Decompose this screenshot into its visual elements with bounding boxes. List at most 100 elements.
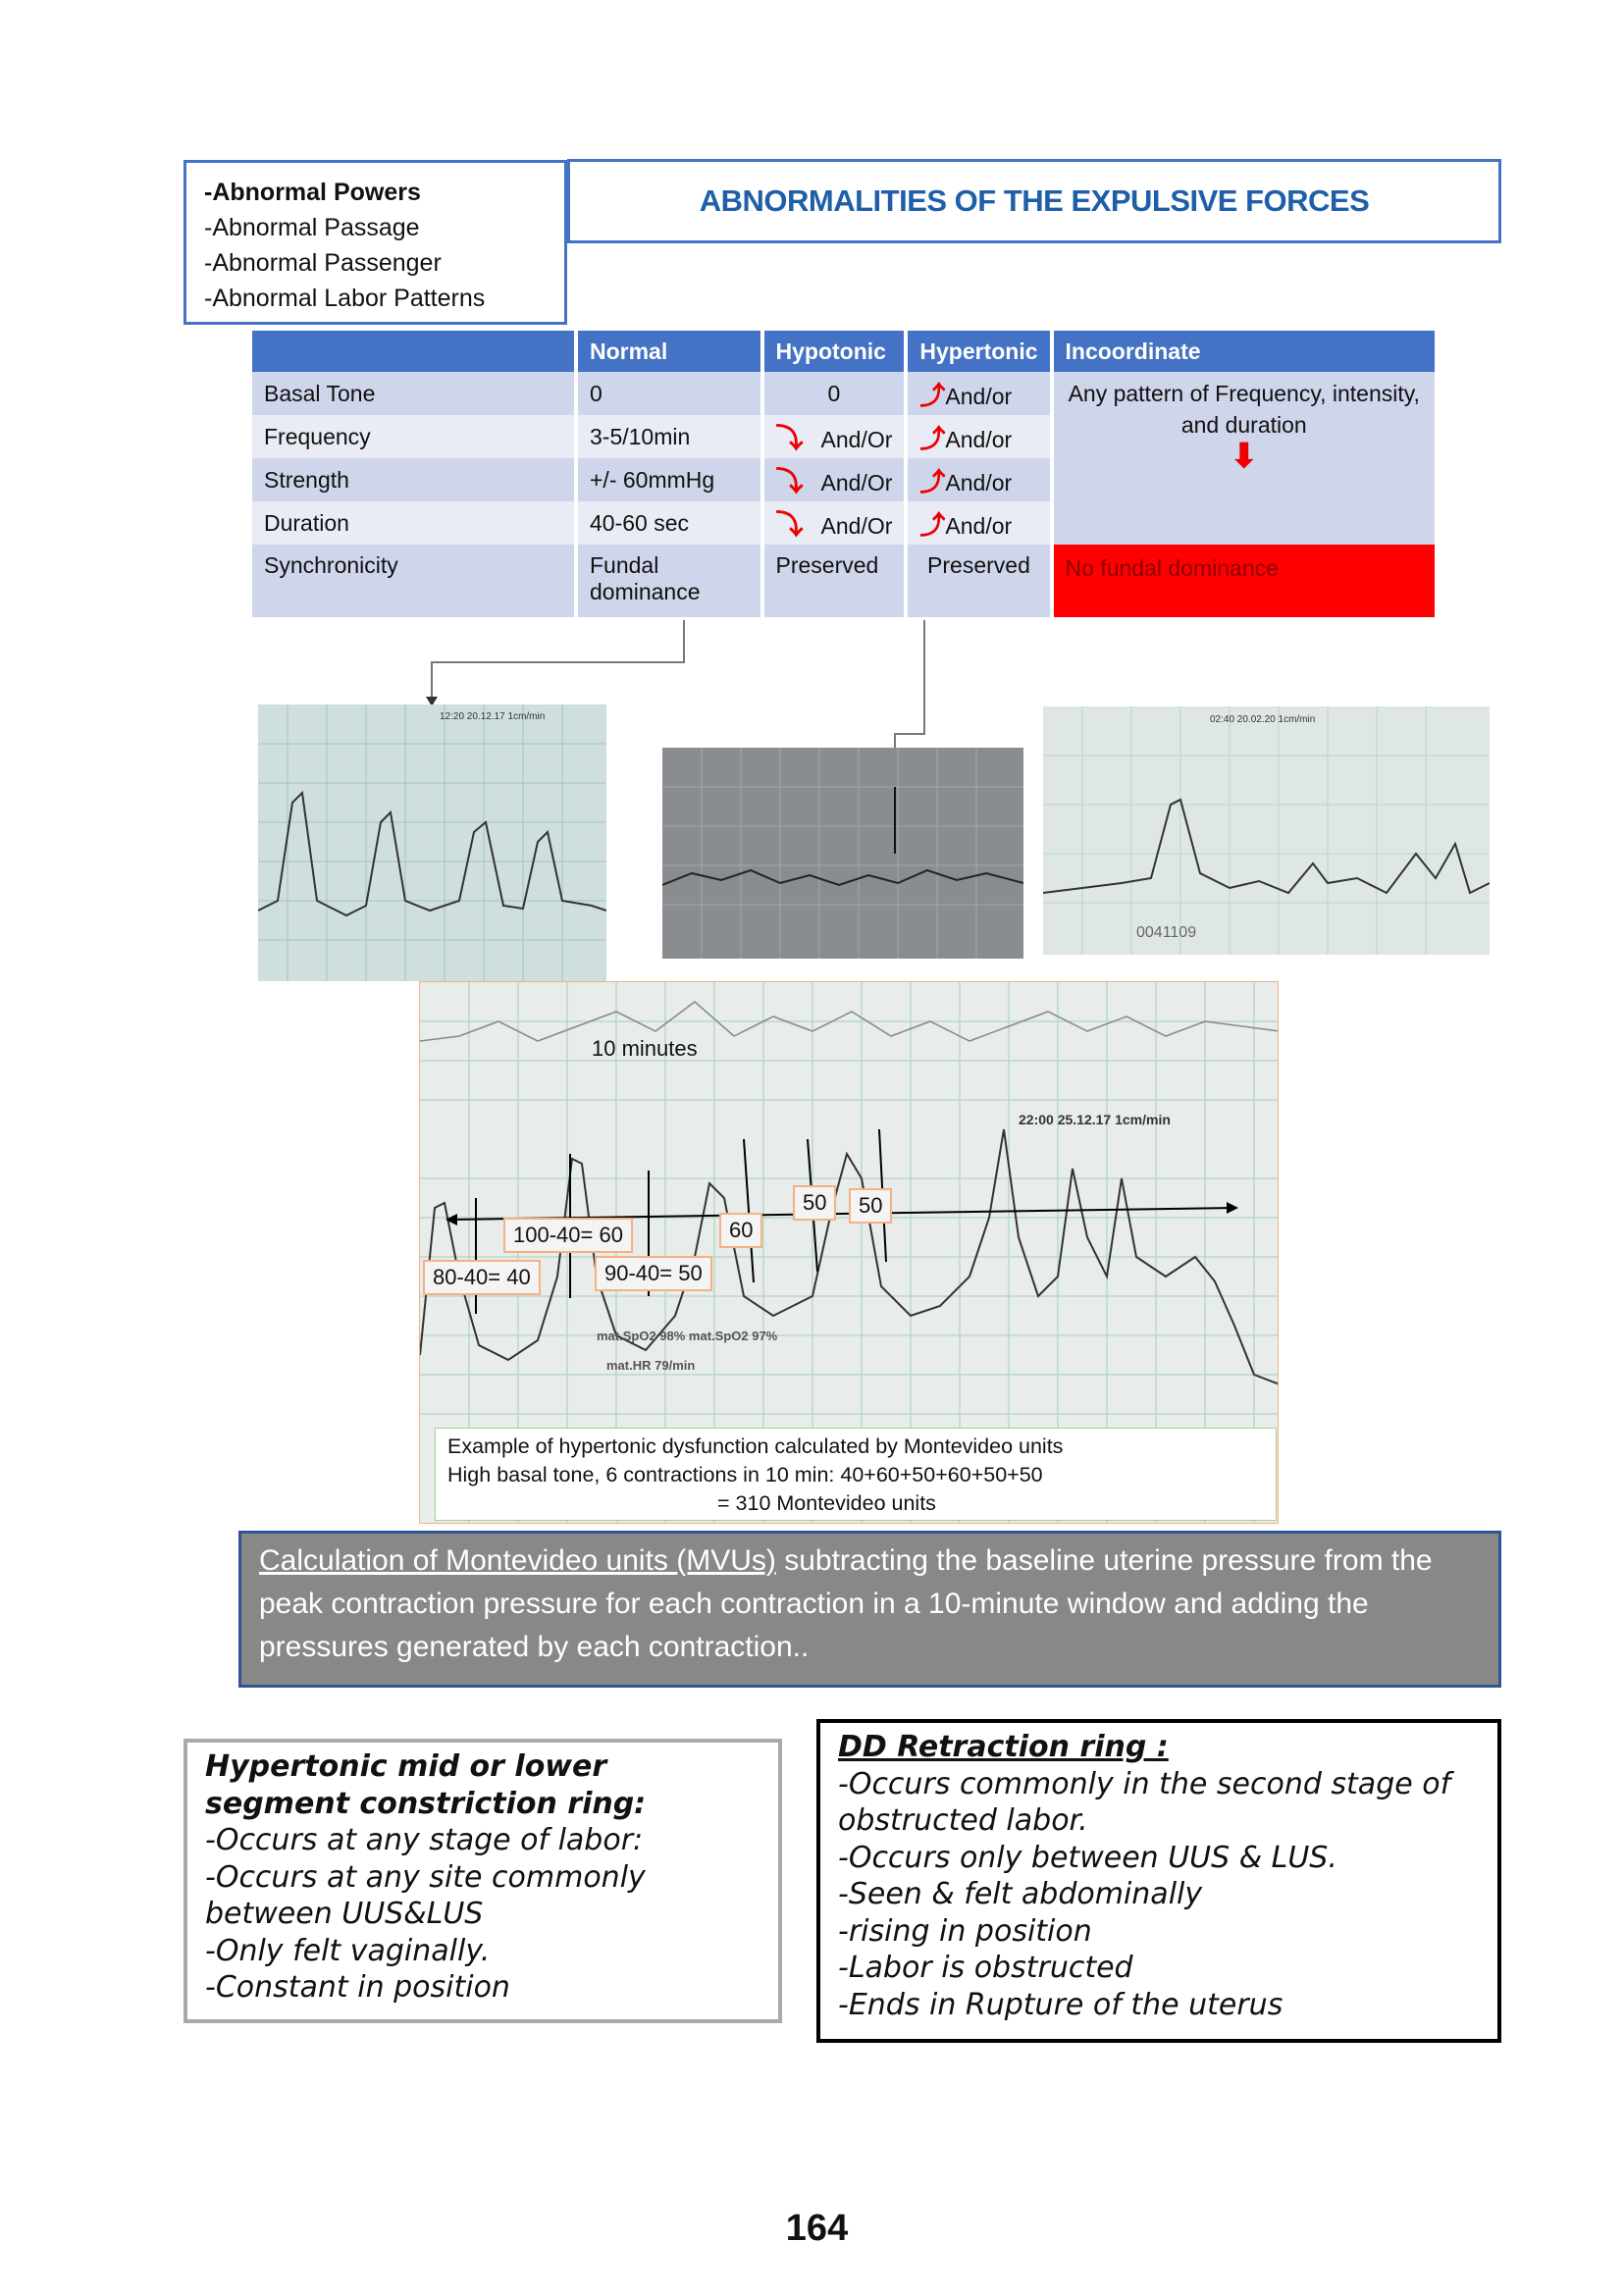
- connector-lines: [426, 620, 925, 756]
- cell-normal: 3-5/10min: [574, 415, 762, 458]
- cell-text: And/or: [945, 469, 1013, 495]
- header-cell: [252, 331, 576, 372]
- box-line: -Constant in position: [205, 1970, 510, 2005]
- causes-list: -Abnormal Powers -Abnormal Passage -Abno…: [183, 160, 567, 325]
- cell-text: And/or: [945, 426, 1013, 452]
- incoordinate-text: Any pattern of Frequency, intensity, and…: [1068, 381, 1420, 438]
- ctg-photo-hypotonic: [662, 748, 1023, 959]
- caption-line: High basal tone, 6 contractions in 10 mi…: [447, 1463, 1043, 1486]
- cell-normal: 40-60 sec: [574, 501, 762, 545]
- row-label: Strength: [252, 458, 576, 501]
- mvu-annotation: 50: [849, 1188, 893, 1224]
- cell-incoordinate-result: No fundal dominance: [1049, 545, 1435, 617]
- cell-normal: +/- 60mmHg: [574, 458, 762, 501]
- table-row: Synchronicity Fundal dominance Preserved…: [252, 545, 1435, 617]
- curved-arrow-down-icon: ⤵: [775, 423, 804, 453]
- table-row: Strength +/- 60mmHg ⤵ And/Or ⤴And/or: [252, 458, 1435, 501]
- cell-hypertonic: ⤴And/or: [904, 372, 1052, 415]
- ctg-trace: 12:20 20.12.17 1cm/min: [258, 704, 606, 981]
- box-line: -Labor is obstructed: [838, 1951, 1133, 1985]
- retraction-ring-box: DD Retraction ring : -Occurs commonly in…: [816, 1719, 1501, 2043]
- caption-line: Example of hypertonic dysfunction calcul…: [447, 1434, 1064, 1458]
- header-hypotonic: Hypotonic: [760, 331, 907, 372]
- mvu-annotation: 80-40= 40: [423, 1260, 541, 1295]
- header-hypertonic: Hypertonic: [904, 331, 1052, 372]
- mvu-annotation: 90-40= 50: [595, 1256, 712, 1291]
- ctg-trace: [662, 748, 1023, 959]
- curved-arrow-up-icon: ⤴: [919, 509, 946, 540]
- table-row: Frequency 3-5/10min ⤵ And/Or ⤴And/or: [252, 415, 1435, 458]
- box-line: -Occurs only between UUS & LUS.: [838, 1840, 1337, 1875]
- row-label: Duration: [252, 501, 576, 545]
- table-row: Basal Tone 0 0 ⤴And/or Any pattern of Fr…: [252, 372, 1435, 545]
- header-incoordinate: Incoordinate: [1049, 331, 1435, 372]
- box-line: -rising in position: [838, 1913, 1092, 1949]
- mvu-link[interactable]: Calculation of Montevideo units (MVUs): [259, 1544, 776, 1577]
- curved-arrow-down-icon: ⤵: [775, 509, 804, 540]
- connector-arrowhead: [426, 697, 438, 706]
- box-line: -Occurs commonly in the second stage of …: [838, 1766, 1451, 1839]
- table-row: Duration 40-60 sec ⤵ And/Or ⤴And/or: [252, 501, 1435, 545]
- curved-arrow-up-icon: ⤴: [919, 423, 946, 453]
- cause-item: -Abnormal Passage: [204, 214, 420, 241]
- photo-stamp: 02:40 20.02.20 1cm/min: [1210, 714, 1315, 725]
- cell-incoordinate: Any pattern of Frequency, intensity, and…: [1049, 372, 1435, 545]
- cause-item: -Abnormal Powers: [204, 179, 421, 206]
- mvu-annotation: 60: [719, 1213, 763, 1248]
- box-line: -Seen & felt abdominally: [838, 1877, 1203, 1911]
- row-label: Synchronicity: [252, 545, 576, 617]
- comparison-table: Normal Hypotonic Hypertonic Incoordinate…: [252, 331, 1435, 617]
- box-line: -Occurs at any stage of labor:: [205, 1823, 644, 1857]
- photo-hr: mat.HR 79/min: [606, 1358, 695, 1373]
- cell-normal: 0: [574, 372, 762, 415]
- arrow-down-icon: ⬇: [1230, 438, 1259, 475]
- cell-hypotonic: ⤵ And/Or: [760, 458, 907, 501]
- cell-hypotonic: 0: [760, 372, 907, 415]
- curved-arrow-up-icon: ⤴: [919, 380, 946, 410]
- figure-caption: Example of hypertonic dysfunction calcul…: [435, 1428, 1277, 1521]
- cause-item: -Abnormal Passenger: [204, 249, 442, 277]
- cell-text: And/Or: [820, 470, 893, 495]
- photo-code: 0041109: [1136, 924, 1196, 941]
- cell-hypertonic: ⤴And/or: [904, 501, 1052, 545]
- page-number: 164: [785, 2208, 849, 2249]
- constriction-ring-box: Hypertonic mid or lower segment constric…: [183, 1739, 782, 2023]
- cell-text: And/or: [945, 512, 1013, 539]
- cell-hypertonic: ⤴And/or: [904, 458, 1052, 501]
- cell-hypotonic: ⤵ And/Or: [760, 415, 907, 458]
- box-title: DD Retraction ring :: [838, 1730, 1169, 1764]
- cell-hypotonic: Preserved: [760, 545, 907, 617]
- box-line: -Only felt vaginally.: [205, 1933, 491, 1968]
- row-label: Frequency: [252, 415, 576, 458]
- photo-stamp: 22:00 25.12.17 1cm/min: [1019, 1112, 1171, 1127]
- row-label: Basal Tone: [252, 372, 576, 415]
- cell-hypertonic: Preserved: [904, 545, 1052, 617]
- box-line: -Occurs at any site commonly between UUS…: [205, 1859, 646, 1932]
- cell-text: And/or: [945, 383, 1013, 409]
- cell-hypertonic: ⤴And/or: [904, 415, 1052, 458]
- box-line: -Ends in Rupture of the uterus: [838, 1987, 1283, 2022]
- cell-hypotonic: ⤵ And/Or: [760, 501, 907, 545]
- photo-spo2: mat.SpO2 98% mat.SpO2 97%: [597, 1329, 778, 1343]
- cell-normal: Fundal dominance: [574, 545, 762, 617]
- connector-line: [431, 620, 685, 699]
- box-title: Hypertonic mid or lower segment constric…: [205, 1749, 647, 1821]
- header-normal: Normal: [574, 331, 762, 372]
- connector-line: [894, 620, 925, 756]
- photo-stamp: 12:20 20.12.17 1cm/min: [440, 711, 545, 722]
- mvu-definition: Calculation of Montevideo units (MVUs) s…: [238, 1531, 1501, 1688]
- mvu-annotation: 100-40= 60: [503, 1218, 633, 1253]
- mvu-annotation: 50: [793, 1185, 837, 1221]
- page-title: ABNORMALITIES OF THE EXPULSIVE FORCES: [567, 159, 1501, 243]
- cell-text: And/Or: [820, 427, 893, 452]
- cause-item: -Abnormal Labor Patterns: [204, 285, 486, 312]
- ctg-photo-hypertonic: 02:40 20.02.20 1cm/min 0041109: [1043, 706, 1490, 955]
- ctg-photo-normal: 12:20 20.12.17 1cm/min: [258, 704, 606, 981]
- curved-arrow-down-icon: ⤵: [775, 466, 804, 496]
- cell-text: And/Or: [820, 513, 893, 539]
- caption-line: = 310 Montevideo units: [717, 1491, 936, 1515]
- mvu-text: subtracting the baseline uterine pressur…: [259, 1544, 1433, 1663]
- table-header-row: Normal Hypotonic Hypertonic Incoordinate: [252, 331, 1435, 372]
- ten-minutes-label: 10 minutes: [592, 1036, 698, 1061]
- curved-arrow-up-icon: ⤴: [919, 466, 946, 496]
